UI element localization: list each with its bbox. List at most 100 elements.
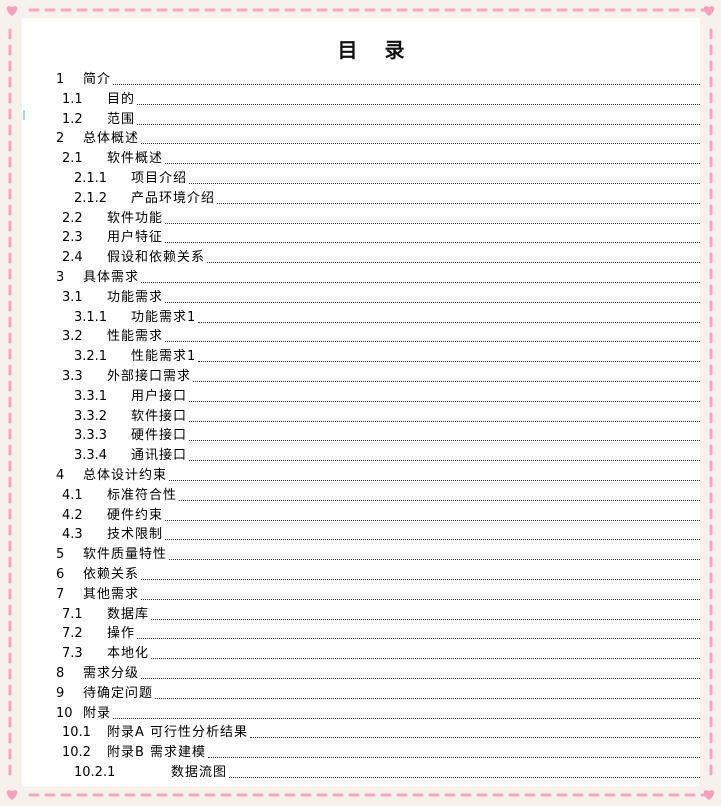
entry-number: 3.3.2 <box>74 408 108 424</box>
entry-title: 硬件接口 <box>131 428 188 444</box>
toc-entry[interactable]: 2.3 用户特征 7 <box>22 228 700 248</box>
dot-leader <box>165 506 700 521</box>
toc-entry[interactable]: 3.3.1 用户接口 9 <box>22 387 700 407</box>
entry-title: 用户接口 <box>131 388 188 404</box>
toc-entry[interactable]: 2.1.2 产品环境介绍 6 <box>22 189 700 209</box>
entry-number: 3.2 <box>62 329 83 345</box>
entry-title: 依赖关系 <box>83 567 140 582</box>
toc-entry[interactable]: 4.2 硬件约束 11 <box>22 506 700 526</box>
entry-page: 13 <box>686 743 700 763</box>
toc-entry[interactable]: 2.2 软件功能 6 <box>22 209 700 229</box>
entry-page: 6 <box>686 70 700 90</box>
entry-page: 13 <box>686 723 700 743</box>
entry-title: 外部接口需求 <box>107 369 192 384</box>
toc-entry[interactable]: 2.1 软件概述 6 <box>22 149 700 169</box>
toc-entry[interactable]: 6 依赖关系 11 <box>22 565 700 585</box>
entry-title: 通讯接口 <box>131 448 188 464</box>
entry-page: 12 <box>686 624 700 644</box>
entry-title: 性能需求1 <box>131 349 197 365</box>
entry-title: 标准符合性 <box>107 487 178 503</box>
entry-number: 1.2 <box>62 111 83 127</box>
entry-title: 软件接口 <box>131 408 188 424</box>
entry-title: 数据流图 <box>171 765 228 780</box>
entry-title: 具体需求 <box>83 270 140 285</box>
dot-leader <box>179 486 700 501</box>
entry-page: 12 <box>686 664 700 684</box>
toc-entry[interactable]: 4.3 技术限制 11 <box>22 525 700 545</box>
entry-title: 操作 <box>107 626 136 642</box>
heart-icon <box>6 6 715 800</box>
toc-entry[interactable]: 3.2 性能需求 9 <box>22 327 700 347</box>
entry-title: 本地化 <box>107 646 150 662</box>
entry-title: 需求分级 <box>83 666 140 681</box>
dot-leader <box>198 347 700 363</box>
entry-page: 6 <box>686 90 700 110</box>
entry-page: 11 <box>686 486 700 506</box>
dot-leader <box>155 684 700 699</box>
toc-entry[interactable]: 9 待确定问题 12 <box>22 684 700 704</box>
toc-title: 目 录 <box>337 38 415 62</box>
toc-entry[interactable]: 1.1 目的 6 <box>22 90 700 110</box>
toc-entry[interactable]: 7 其他需求 11 <box>22 585 700 605</box>
toc-entry[interactable]: 4 总体设计约束 11 <box>22 466 700 486</box>
toc-entry[interactable]: 2.4 假设和依赖关系 7 <box>22 248 700 268</box>
dot-leader <box>141 565 700 580</box>
entry-number: 2 <box>56 131 65 147</box>
entry-number: 7.3 <box>62 646 83 662</box>
dot-leader <box>151 605 700 620</box>
dot-leader <box>137 110 700 125</box>
toc-entry[interactable]: 2 总体概述 6 <box>22 129 700 149</box>
toc-entry[interactable]: 3 具体需求 7 <box>22 268 700 288</box>
entry-title: 性能需求 <box>107 329 164 345</box>
toc-entry[interactable]: 3.1 功能需求 7 <box>22 288 700 308</box>
dot-leader <box>113 70 700 85</box>
entry-number: 3.3.3 <box>74 428 108 444</box>
toc-entry[interactable]: 10.2 附录B 需求建模 13 <box>22 743 700 763</box>
toc-entry[interactable]: 3.3.3 硬件接口 10 <box>22 426 700 446</box>
toc-entry[interactable]: 10 附录 12 <box>22 704 700 724</box>
entry-page: 12 <box>686 644 700 664</box>
entry-number: 2.2 <box>62 210 83 226</box>
entry-title: 功能需求 <box>107 289 164 305</box>
toc-entry[interactable]: 3.1.1 功能需求1 7 <box>22 308 700 328</box>
entry-number: 10.2.1 <box>74 765 116 780</box>
toc-entry[interactable]: 7.1 数据库 12 <box>22 605 700 625</box>
toc-entry[interactable]: 4.1 标准符合性 11 <box>22 486 700 506</box>
dot-leader <box>165 209 700 224</box>
toc-entry[interactable]: 1.2 范围 6 <box>22 110 700 130</box>
entry-number: 6 <box>56 567 65 582</box>
entry-page: 7 <box>686 308 700 328</box>
entry-title: 假设和依赖关系 <box>107 250 206 266</box>
toc-entry[interactable]: 3.2.1 性能需求1 9 <box>22 347 700 367</box>
toc-entry[interactable]: 10.2.1 数据流图 13 <box>22 763 700 783</box>
entry-title: 总体设计约束 <box>83 468 168 483</box>
entry-title: 软件质量特性 <box>83 547 168 563</box>
dot-leader <box>217 189 700 204</box>
dot-leader <box>198 308 700 323</box>
dot-leader <box>137 90 700 105</box>
toc-entry[interactable]: 7.2 操作 12 <box>22 624 700 644</box>
toc-entry[interactable]: 2.1.1 项目介绍 6 <box>22 169 700 189</box>
entry-page: 11 <box>686 446 700 466</box>
toc-entry[interactable]: 3.3 外部接口需求 9 <box>22 367 700 387</box>
dot-leader <box>189 387 700 402</box>
dot-leader <box>208 743 700 759</box>
entry-title: 技术限制 <box>107 527 164 543</box>
entry-number: 4 <box>56 468 65 483</box>
entry-page: 6 <box>686 169 700 189</box>
entry-page: 9 <box>686 327 700 347</box>
dot-leader <box>151 644 700 660</box>
entry-number: 3.3 <box>62 369 83 384</box>
toc-entry[interactable]: 5 软件质量特性 11 <box>22 545 700 565</box>
toc-entry[interactable]: 7.3 本地化 12 <box>22 644 700 664</box>
entry-title: 项目介绍 <box>131 171 188 186</box>
entry-page: 9 <box>686 367 700 387</box>
entry-number: 3.1.1 <box>74 309 108 325</box>
entry-page: 12 <box>686 605 700 625</box>
toc-entry[interactable]: 3.3.4 通讯接口 11 <box>22 446 700 466</box>
toc-entry[interactable]: 8 需求分级 12 <box>22 664 700 684</box>
toc-entry[interactable]: 1 简介 6 <box>22 70 700 90</box>
toc-entry[interactable]: 10.1 附录A 可行性分析结果 13 <box>22 723 700 743</box>
toc-entry[interactable]: 3.3.2 软件接口 10 <box>22 407 700 427</box>
